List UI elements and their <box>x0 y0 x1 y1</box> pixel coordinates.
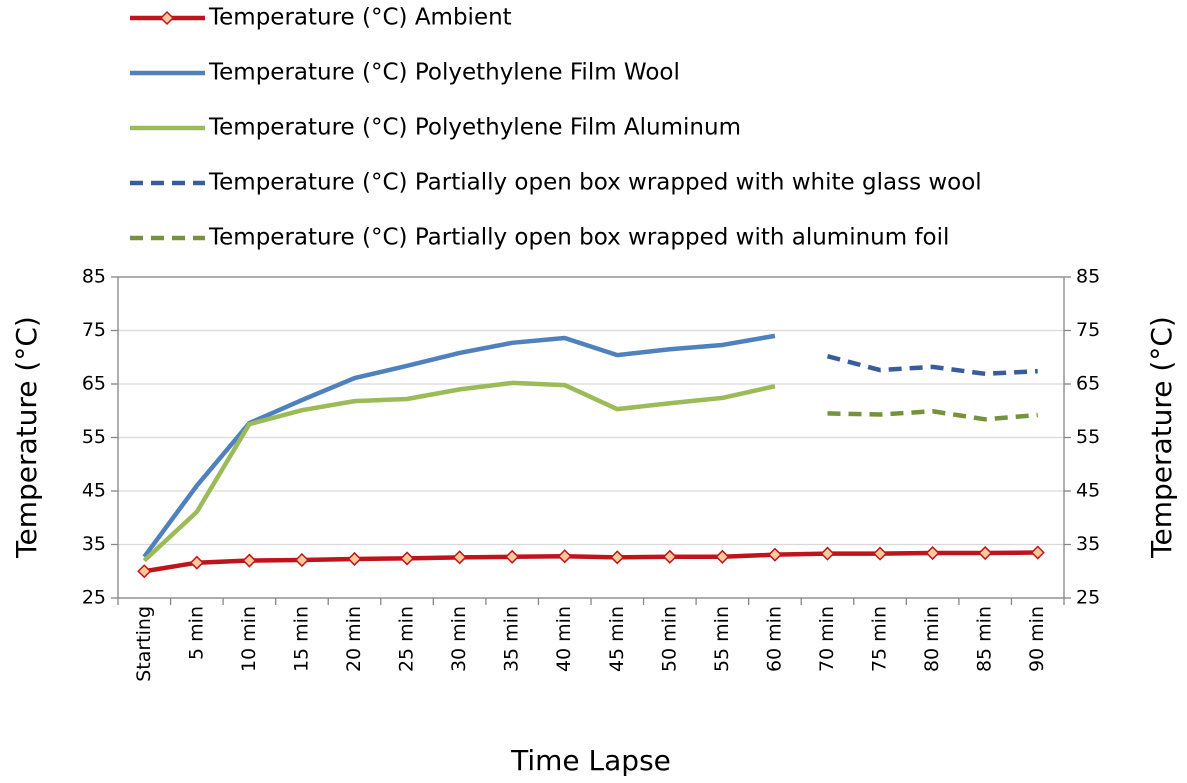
marker <box>662 549 677 564</box>
y2-tick-label: 45 <box>1076 480 1100 502</box>
y-tick-label: 45 <box>82 480 106 502</box>
y2-tick-label: 65 <box>1076 373 1100 395</box>
series-line <box>826 354 1038 377</box>
y-tick-label: 55 <box>82 426 106 448</box>
marker <box>294 552 310 568</box>
x-tick-label: 30 min <box>448 606 470 672</box>
y2-tick-label: 85 <box>1076 266 1100 288</box>
x-tick-label: 75 min <box>869 606 891 672</box>
y2-tick-label: 75 <box>1076 319 1100 341</box>
x-tick-label: Starting <box>133 606 155 682</box>
x-tick-label: 10 min <box>238 606 260 672</box>
x-tick-label: 25 min <box>396 606 418 672</box>
y-axis-title: Temperature (°C) <box>10 316 43 559</box>
marker <box>872 546 888 561</box>
legend-label: Temperature (°C) Partially open box wrap… <box>208 225 949 251</box>
series-line <box>827 409 1038 422</box>
x-tick-label: 70 min <box>816 606 838 672</box>
marker <box>505 549 520 564</box>
x-tick-label: 80 min <box>921 606 943 672</box>
marker <box>715 549 730 564</box>
y-tick-label: 25 <box>82 587 106 609</box>
y-tick-label: 75 <box>82 319 106 341</box>
marker <box>610 550 625 565</box>
x-tick-label: 15 min <box>290 606 312 672</box>
y2-axis-title: Temperature (°C) <box>1145 316 1178 559</box>
y-tick-label: 85 <box>82 266 106 288</box>
marker <box>925 545 940 561</box>
series-line <box>143 550 1038 574</box>
y2-tick-label: 55 <box>1076 426 1100 448</box>
legend-label: Temperature (°C) Polyethylene Film Alumi… <box>208 115 741 141</box>
x-tick-label: 5 min <box>185 606 207 660</box>
marker <box>399 551 415 566</box>
y2-tick-label: 25 <box>1076 587 1100 609</box>
marker <box>978 545 993 561</box>
marker <box>347 551 362 567</box>
marker <box>242 553 257 568</box>
marker <box>1030 545 1045 560</box>
y2-tick-label: 35 <box>1076 533 1100 555</box>
legend-label: Temperature (°C) Polyethylene Film Wool <box>208 60 680 86</box>
legend-label: Temperature (°C) Partially open box wrap… <box>208 170 982 196</box>
series-line <box>142 333 776 559</box>
legend-label: Temperature (°C) Ambient <box>208 5 512 31</box>
marker <box>767 547 783 562</box>
series-line <box>142 380 776 563</box>
y-tick-label: 65 <box>82 373 106 395</box>
marker <box>820 546 835 561</box>
x-tick-label: 20 min <box>343 606 365 672</box>
x-tick-label: 85 min <box>974 606 996 672</box>
x-tick-label: 40 min <box>553 606 575 672</box>
x-tick-label: 60 min <box>763 606 785 672</box>
legend-marker <box>159 10 175 26</box>
marker <box>137 564 152 579</box>
x-tick-label: 55 min <box>711 606 733 672</box>
x-tick-label: 90 min <box>1026 606 1048 672</box>
x-tick-label: 50 min <box>658 606 680 672</box>
marker <box>557 549 572 564</box>
x-tick-label: 45 min <box>606 606 628 672</box>
x-axis-title: Time Lapse <box>510 744 671 777</box>
marker <box>452 550 467 565</box>
y-tick-label: 35 <box>82 533 106 555</box>
marker <box>189 555 204 570</box>
x-tick-label: 35 min <box>501 606 523 672</box>
